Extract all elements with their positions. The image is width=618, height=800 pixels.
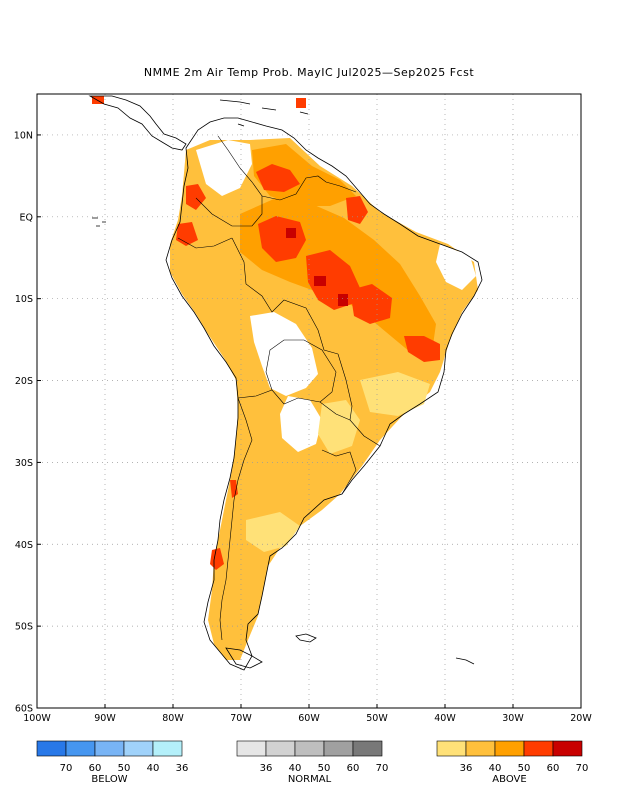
- probability-region: [196, 140, 252, 196]
- lon-label: 20W: [570, 713, 592, 724]
- lat-label: 10N: [14, 130, 33, 141]
- legend-category-label: ABOVE: [492, 774, 526, 785]
- probability-region: [210, 548, 224, 570]
- probability-region: [186, 184, 206, 210]
- legend-swatch: [323, 740, 354, 757]
- legend-swatch: [436, 740, 467, 757]
- lon-label: 40W: [434, 713, 456, 724]
- legend-category-label: NORMAL: [288, 774, 332, 785]
- color-legend: 70 60 50 40 36 BELOW 36 40 50 60 70 NORMAL 36 40 50 60 7…: [36, 740, 589, 785]
- lon-label: 60W: [298, 713, 320, 724]
- lat-label: 60S: [15, 704, 33, 715]
- probability-region: [318, 400, 360, 454]
- probability-region: [280, 396, 322, 452]
- central-america-coastline: [88, 95, 187, 151]
- legend-tick: 40: [147, 763, 160, 774]
- country-borders: [177, 135, 381, 641]
- south-america-coastline: [165, 117, 483, 671]
- probability-region: [314, 276, 326, 286]
- lat-label: 20S: [15, 376, 33, 387]
- caribbean-islands: [219, 99, 309, 127]
- legend-tick: 40: [289, 763, 302, 774]
- probability-region: [258, 216, 306, 262]
- legend-tick: 50: [118, 763, 131, 774]
- longitude-labels: 100W 90W 80W 70W 60W 50W 40W 30W 20W: [23, 704, 592, 724]
- probability-region: [256, 164, 300, 192]
- probability-region: [246, 512, 300, 552]
- legend-tick: 70: [376, 763, 389, 774]
- lat-label: EQ: [20, 212, 33, 223]
- legend-swatch: [265, 740, 296, 757]
- legend-swatch: [123, 740, 154, 757]
- probability-region: [404, 336, 440, 362]
- legend-swatch: [494, 740, 525, 757]
- lon-label: 50W: [366, 713, 388, 724]
- probability-shading: [92, 96, 478, 660]
- legend-tick: 60: [89, 763, 102, 774]
- tierra-del-fuego: [225, 647, 263, 669]
- probability-region: [286, 228, 296, 238]
- lat-label: 10S: [15, 294, 33, 305]
- lat-label: 50S: [15, 622, 33, 633]
- lat-label: 30S: [15, 458, 33, 469]
- map-title: NMME 2m Air Temp Prob. MayIC Jul2025—Sep…: [143, 66, 475, 79]
- falkland-islands: [295, 633, 317, 643]
- probability-region: [350, 284, 392, 324]
- legend-tick: 70: [576, 763, 589, 774]
- probability-region: [360, 372, 430, 416]
- probability-region: [338, 294, 348, 306]
- lon-label: 90W: [94, 713, 116, 724]
- legend-tick: 40: [489, 763, 502, 774]
- gridlines: [37, 94, 581, 708]
- lon-label: 80W: [162, 713, 184, 724]
- probability-region: [230, 480, 238, 498]
- legend-tick: 70: [60, 763, 73, 774]
- legend-tick: 36: [460, 763, 473, 774]
- legend-swatch: [152, 740, 183, 757]
- legend-swatch: [523, 740, 554, 757]
- legend-swatch: [65, 740, 96, 757]
- legend-tick: 60: [547, 763, 560, 774]
- legend-swatch: [552, 740, 583, 757]
- legend-tick: 50: [318, 763, 331, 774]
- latitude-labels: 10N EQ 10S 20S 30S 40S 50S 60S: [14, 130, 41, 715]
- legend-swatch: [36, 740, 67, 757]
- legend-tick: 36: [260, 763, 273, 774]
- legend-category-label: BELOW: [91, 774, 127, 785]
- south-georgia: [455, 657, 475, 665]
- legend-swatch: [352, 740, 383, 757]
- legend-swatch: [294, 740, 325, 757]
- legend-tick: 36: [176, 763, 189, 774]
- probability-region: [296, 98, 306, 108]
- galapagos-islands: [92, 217, 106, 227]
- legend-tick: 60: [347, 763, 360, 774]
- lon-label: 70W: [230, 713, 252, 724]
- lat-label: 40S: [15, 540, 33, 551]
- coastlines: [88, 95, 483, 671]
- probability-region: [436, 244, 476, 290]
- legend-swatch: [94, 740, 125, 757]
- legend-swatch: [236, 740, 267, 757]
- legend-swatch: [465, 740, 496, 757]
- lon-label: 30W: [502, 713, 524, 724]
- lon-label: 100W: [23, 713, 51, 724]
- legend-tick: 50: [518, 763, 531, 774]
